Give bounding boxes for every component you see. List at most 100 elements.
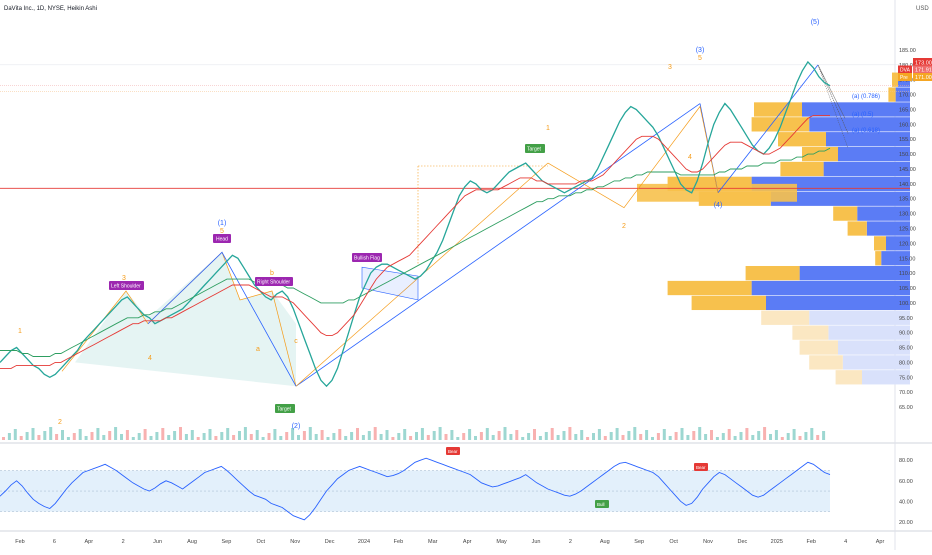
time-tick-label: Apr xyxy=(463,539,472,545)
volume-bar xyxy=(43,431,47,440)
volume-bar xyxy=(556,435,560,440)
volume-bar xyxy=(804,432,808,440)
head-tag xyxy=(213,234,231,243)
vp-orange-bar xyxy=(761,310,810,325)
rsi-bear-tag-2 xyxy=(694,463,708,471)
time-tick-label: Oct xyxy=(257,539,266,545)
left-shoulder-text: Left Shoulder xyxy=(111,284,141,290)
vp-blue-bar xyxy=(842,355,910,370)
volume-bar xyxy=(674,432,678,440)
time-tick-label: Mar xyxy=(428,539,438,545)
price-tick-label: 65.00 xyxy=(899,405,913,411)
volume-bar xyxy=(308,427,312,440)
vp-blue-bar xyxy=(886,236,910,251)
vp-orange-bar xyxy=(751,117,810,132)
volume-bar xyxy=(763,427,767,440)
volume-bar xyxy=(415,432,418,440)
vp-orange-bar xyxy=(875,251,882,266)
vp-orange-bar xyxy=(847,221,867,236)
price-tick-label: 140.00 xyxy=(899,182,916,188)
price-tick-label: 95.00 xyxy=(899,316,913,322)
right-shoulder-tag xyxy=(255,277,293,286)
volume-bar xyxy=(125,430,129,440)
volume-bar xyxy=(149,436,153,440)
volume-bar xyxy=(662,429,666,440)
volume-bar xyxy=(409,436,413,440)
wave-label: 4 xyxy=(688,154,692,161)
last-price-tag xyxy=(913,58,932,66)
volume-bar xyxy=(143,429,147,440)
rsi-bear-text-1: Bear xyxy=(448,449,458,454)
vp-orange-bar xyxy=(809,355,843,370)
hs-fill xyxy=(75,252,296,387)
price-tick-label: 155.00 xyxy=(899,137,916,143)
price-axis: 185.00180.00175.00170.00165.00160.00155.… xyxy=(899,48,916,411)
vp-blue-bar xyxy=(751,280,910,296)
volume-bar xyxy=(668,436,672,440)
volume-bar xyxy=(656,433,660,440)
wave-label: b xyxy=(270,270,274,277)
chart-title: DaVita Inc., 1D, NYSE, Heikin Ashi xyxy=(4,6,97,12)
time-tick-label: Feb xyxy=(394,539,403,545)
right-shoulder-text: Right Shoulder xyxy=(257,280,290,286)
volume-bar xyxy=(550,428,554,440)
volume-bar xyxy=(769,434,772,440)
volume-bar xyxy=(114,427,118,440)
fib-0618-label: (a) (0.618) xyxy=(852,128,880,134)
volume-bar xyxy=(816,435,820,440)
vp-orange-bar xyxy=(745,265,800,281)
vp-orange-bar xyxy=(835,370,862,385)
price-tick-label: 120.00 xyxy=(899,241,916,247)
wave-label: 2 xyxy=(622,223,626,230)
volume-bar xyxy=(184,434,188,440)
dotted-projection xyxy=(817,64,849,149)
volume-bar xyxy=(533,429,536,440)
volume-bar xyxy=(214,436,218,440)
rsi-tick-label: 60.00 xyxy=(899,479,913,485)
time-tick-label: 4 xyxy=(844,539,847,545)
volume-bar xyxy=(13,429,17,440)
head-text: Head xyxy=(216,237,228,243)
volume-bar xyxy=(792,429,796,440)
volume-bar xyxy=(279,436,283,440)
volume-bar xyxy=(822,431,826,440)
price-tick-label: 110.00 xyxy=(899,271,915,277)
volume-bar xyxy=(698,427,702,440)
volume-bar xyxy=(615,428,619,440)
vp-blue-bar xyxy=(826,132,910,147)
price-tick-label: 145.00 xyxy=(899,167,916,173)
volume-profile xyxy=(637,72,910,385)
volume-bar xyxy=(645,430,649,440)
volume-bar xyxy=(438,427,442,440)
time-tick-label: May xyxy=(496,539,507,545)
volume-bar xyxy=(249,434,253,440)
mid-price-text: 171.91 xyxy=(915,68,932,74)
price-tick-label: 160.00 xyxy=(899,122,916,128)
time-axis: Feb 6 Apr 2 Jun Aug Sep Oct Nov Dec 2024 Feb Mar Apr M… xyxy=(15,539,884,545)
vp-orange-bar xyxy=(833,206,858,221)
volume-bar xyxy=(273,429,277,440)
wave-label: 3 xyxy=(122,275,126,282)
vp-blue-bar xyxy=(895,87,910,102)
vp-orange-bar xyxy=(802,146,838,162)
volume-bar xyxy=(61,430,64,440)
volume-bar xyxy=(78,429,82,440)
volume-bar xyxy=(167,435,171,440)
rsi-tick-label: 80.00 xyxy=(899,458,913,464)
volume-bar xyxy=(692,431,696,440)
volume-bar xyxy=(721,433,725,440)
volume-bar xyxy=(96,428,100,440)
volume-bar xyxy=(450,430,454,440)
volume-bar xyxy=(332,433,336,440)
volume-bar xyxy=(627,431,631,440)
vp-orange-bar xyxy=(780,161,824,177)
volume-bar xyxy=(238,431,241,440)
target-tag-2 xyxy=(525,144,545,153)
volume-bar xyxy=(49,427,53,440)
volume-bar xyxy=(190,430,194,440)
volume-bar xyxy=(798,436,802,440)
rsi-tick-label: 20.00 xyxy=(899,520,913,526)
volume-bar xyxy=(55,434,59,440)
